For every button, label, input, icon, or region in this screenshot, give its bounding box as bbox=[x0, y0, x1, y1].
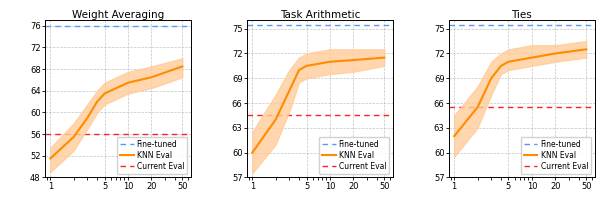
KNN Eval bbox=[70, 136, 77, 138]
KNN Eval bbox=[582, 48, 590, 51]
KNN Eval bbox=[487, 77, 495, 80]
KNN Eval bbox=[552, 52, 559, 55]
KNN Eval bbox=[272, 118, 279, 121]
KNN Eval bbox=[249, 151, 256, 154]
KNN Eval bbox=[295, 69, 303, 71]
KNN Eval bbox=[498, 65, 505, 67]
Line: KNN Eval: KNN Eval bbox=[454, 49, 586, 136]
KNN Eval bbox=[450, 135, 457, 137]
Legend: Fine-tuned, KNN Eval, Current Eval: Fine-tuned, KNN Eval, Current Eval bbox=[117, 137, 187, 174]
KNN Eval bbox=[84, 117, 91, 119]
Title: Task Arithmetic: Task Arithmetic bbox=[280, 10, 360, 20]
Title: Ties: Ties bbox=[511, 10, 532, 20]
KNN Eval bbox=[101, 92, 108, 95]
KNN Eval bbox=[93, 100, 100, 103]
KNN Eval bbox=[327, 61, 334, 63]
KNN Eval bbox=[303, 65, 310, 67]
KNN Eval bbox=[505, 61, 512, 63]
KNN Eval bbox=[474, 106, 481, 109]
Line: KNN Eval: KNN Eval bbox=[50, 67, 182, 159]
Line: KNN Eval: KNN Eval bbox=[252, 58, 385, 153]
Fine-tuned bbox=[47, 25, 54, 27]
KNN Eval bbox=[148, 76, 155, 79]
KNN Eval bbox=[124, 81, 132, 84]
Fine-tuned bbox=[249, 23, 256, 26]
KNN Eval bbox=[528, 56, 535, 59]
KNN Eval bbox=[47, 157, 54, 160]
KNN Eval bbox=[350, 59, 357, 61]
Legend: Fine-tuned, KNN Eval, Current Eval: Fine-tuned, KNN Eval, Current Eval bbox=[521, 137, 591, 174]
KNN Eval bbox=[381, 56, 388, 59]
Title: Weight Averaging: Weight Averaging bbox=[72, 10, 164, 20]
Current Eval bbox=[249, 114, 256, 117]
Legend: Fine-tuned, KNN Eval, Current Eval: Fine-tuned, KNN Eval, Current Eval bbox=[319, 137, 389, 174]
Current Eval bbox=[47, 133, 54, 135]
Fine-tuned bbox=[450, 23, 457, 26]
KNN Eval bbox=[179, 65, 186, 68]
Current Eval bbox=[450, 106, 457, 109]
KNN Eval bbox=[286, 89, 293, 92]
